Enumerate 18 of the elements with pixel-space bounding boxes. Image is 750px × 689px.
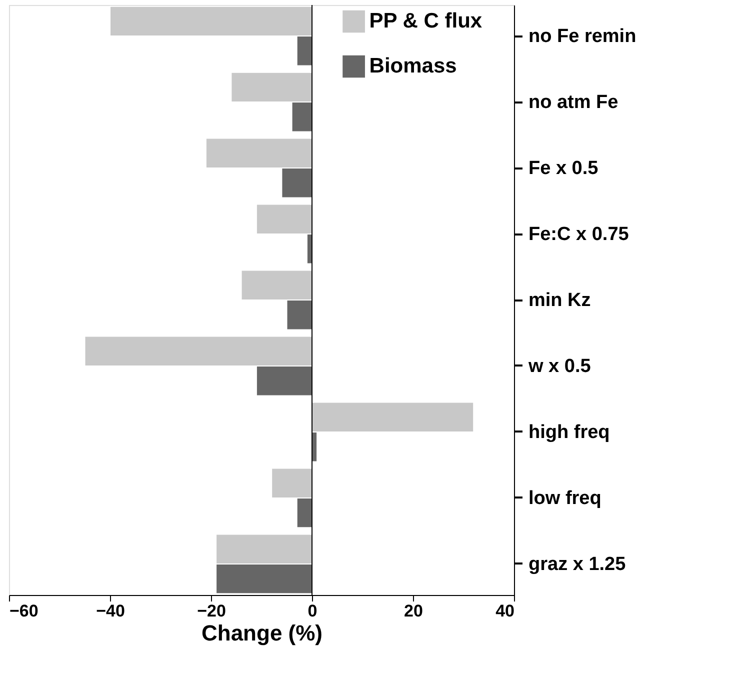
x-tick-label: −40 — [96, 602, 125, 620]
x-axis-title: Change (%) — [202, 620, 322, 646]
x-tick-label: −20 — [197, 602, 226, 620]
legend-label: PP & C flux — [369, 10, 482, 32]
y-tick-label: w x 0.5 — [528, 356, 592, 377]
legend-label: Biomass — [369, 54, 457, 78]
y-tick-label: min Kz — [528, 290, 591, 311]
y-tick-label: graz x 1.25 — [528, 554, 626, 575]
x-tick-label: 20 — [404, 602, 423, 620]
x-tick-label: 40 — [496, 602, 514, 620]
y-tick-label: no Fe remin — [528, 26, 636, 48]
y-tick-label: Fe x 0.5 — [528, 158, 599, 180]
y-tick-label: no atm Fe — [528, 92, 618, 114]
x-tick-label: −60 — [10, 602, 38, 620]
x-tick-label: 0 — [308, 602, 318, 620]
y-tick-label: high freq — [528, 422, 610, 443]
y-tick-label: low freq — [528, 488, 602, 509]
y-tick-label: Fe:C x 0.75 — [528, 224, 630, 246]
